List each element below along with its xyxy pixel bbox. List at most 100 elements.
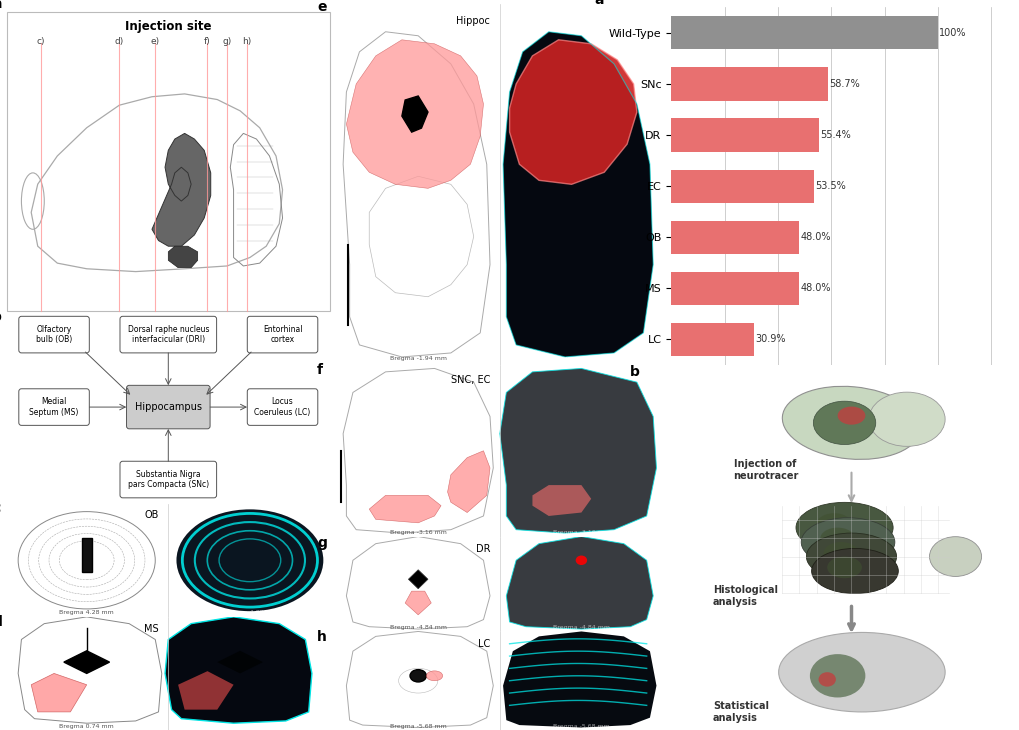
Ellipse shape (176, 510, 323, 611)
Polygon shape (168, 246, 198, 268)
Text: Bregma -3.16 mm: Bregma -3.16 mm (552, 530, 609, 535)
Ellipse shape (837, 407, 864, 425)
Text: Injection site: Injection site (125, 20, 211, 33)
FancyBboxPatch shape (120, 461, 216, 498)
Polygon shape (532, 485, 591, 516)
Text: 55.4%: 55.4% (819, 130, 850, 140)
Text: Injection of
neurotracer: Injection of neurotracer (733, 459, 798, 480)
Text: Bregma -4.84 mm: Bregma -4.84 mm (552, 626, 609, 630)
FancyBboxPatch shape (247, 316, 318, 353)
Text: Bregma -1.94 mm: Bregma -1.94 mm (552, 356, 609, 361)
Text: 53.5%: 53.5% (814, 181, 845, 191)
Ellipse shape (826, 556, 861, 578)
Text: Hippocampus: Hippocampus (135, 402, 202, 412)
Ellipse shape (811, 548, 898, 593)
Text: Locus
Coeruleus (LC): Locus Coeruleus (LC) (254, 397, 311, 417)
Text: Olfactory
bulb (OB): Olfactory bulb (OB) (36, 325, 72, 345)
Polygon shape (405, 591, 431, 615)
Text: h): h) (242, 37, 251, 46)
Text: d): d) (114, 37, 124, 46)
FancyBboxPatch shape (126, 385, 210, 429)
Text: Medial
Septum (MS): Medial Septum (MS) (30, 397, 78, 417)
Text: e: e (317, 0, 326, 14)
Ellipse shape (818, 672, 836, 687)
Text: 48.0%: 48.0% (800, 283, 830, 293)
Text: Bregma 4.28 mm: Bregma 4.28 mm (222, 610, 277, 615)
Text: 30.9%: 30.9% (754, 334, 785, 345)
Polygon shape (178, 671, 233, 710)
Bar (671, 272, 799, 305)
Text: a: a (0, 0, 2, 12)
Ellipse shape (819, 528, 854, 549)
Text: Bregma -4.84 mm: Bregma -4.84 mm (389, 626, 446, 630)
Text: d: d (0, 615, 2, 629)
Text: DR: DR (475, 544, 489, 553)
Text: Bregma 4.28 mm: Bregma 4.28 mm (59, 610, 114, 615)
Text: Dorsal raphe nucleus
interfacicular (DRI): Dorsal raphe nucleus interfacicular (DRI… (127, 325, 209, 345)
Text: c): c) (37, 37, 45, 46)
Text: Bregma -3.16 mm: Bregma -3.16 mm (389, 530, 446, 535)
Text: Bregma 0.74 mm: Bregma 0.74 mm (213, 724, 267, 729)
Ellipse shape (868, 392, 945, 446)
Ellipse shape (928, 537, 980, 577)
Polygon shape (152, 134, 211, 246)
Text: Entorhinal
cortex: Entorhinal cortex (263, 325, 302, 345)
Text: LC: LC (477, 639, 489, 649)
Text: Substantia Nigra
pars Compacta (SNc): Substantia Nigra pars Compacta (SNc) (127, 470, 209, 489)
Text: 100%: 100% (938, 28, 966, 38)
Polygon shape (32, 673, 87, 712)
Text: g): g) (222, 37, 231, 46)
Text: Statistical
analysis: Statistical analysis (712, 701, 768, 723)
Ellipse shape (823, 542, 858, 564)
Text: a: a (594, 0, 604, 7)
Text: Bregma 0.74 mm: Bregma 0.74 mm (59, 724, 114, 729)
Text: Bregma -5.68 mm: Bregma -5.68 mm (389, 723, 446, 729)
Text: SNC, EC: SNC, EC (450, 375, 489, 385)
Ellipse shape (795, 502, 893, 553)
Bar (671, 169, 813, 203)
Text: e): e) (151, 37, 160, 46)
Polygon shape (165, 617, 312, 723)
Bar (336, 4, 499, 365)
Polygon shape (502, 31, 652, 357)
Bar (5, 504, 168, 617)
Bar (336, 365, 499, 537)
Ellipse shape (575, 556, 587, 565)
Text: Histological
analysis: Histological analysis (712, 585, 777, 607)
Polygon shape (510, 40, 636, 185)
Polygon shape (401, 96, 428, 132)
Text: MS: MS (144, 623, 158, 634)
Ellipse shape (777, 632, 945, 712)
Bar (671, 16, 937, 50)
Text: 48.0%: 48.0% (800, 232, 830, 242)
Polygon shape (408, 569, 428, 588)
Polygon shape (499, 369, 656, 533)
Text: h: h (317, 631, 326, 645)
FancyBboxPatch shape (18, 389, 90, 426)
Bar (671, 220, 799, 254)
Text: f): f) (204, 37, 211, 46)
Ellipse shape (806, 533, 896, 580)
FancyBboxPatch shape (120, 316, 216, 353)
Text: Bregma -5.68 mm: Bregma -5.68 mm (552, 723, 609, 729)
Bar (336, 537, 499, 631)
Polygon shape (447, 450, 489, 512)
Polygon shape (64, 651, 109, 673)
Ellipse shape (816, 513, 851, 535)
Text: b: b (629, 365, 639, 379)
Text: f: f (317, 364, 323, 377)
Bar (5, 617, 168, 730)
Bar (671, 323, 753, 356)
Ellipse shape (426, 671, 442, 680)
Text: Bregma -1.94 mm: Bregma -1.94 mm (389, 356, 446, 361)
Polygon shape (346, 40, 483, 188)
Polygon shape (505, 537, 652, 629)
Polygon shape (217, 651, 263, 673)
Bar (671, 118, 818, 152)
Ellipse shape (812, 402, 875, 445)
Polygon shape (82, 537, 92, 572)
Ellipse shape (410, 669, 426, 682)
Text: b: b (0, 310, 2, 324)
Ellipse shape (782, 386, 920, 459)
Text: Hippoc: Hippoc (455, 16, 489, 26)
